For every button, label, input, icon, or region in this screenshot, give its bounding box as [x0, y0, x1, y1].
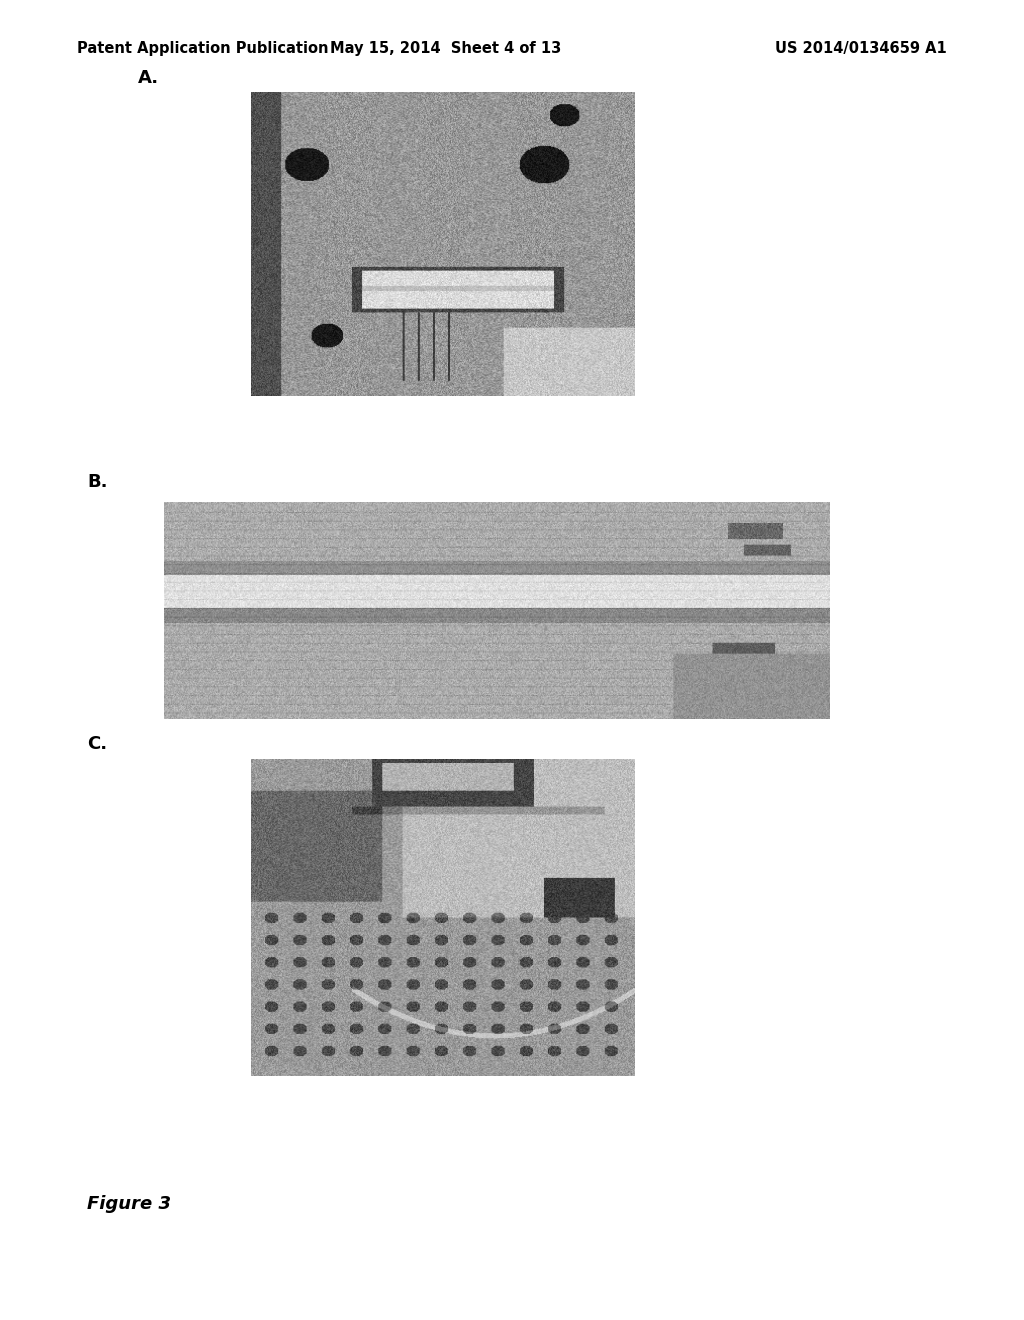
Text: May 15, 2014  Sheet 4 of 13: May 15, 2014 Sheet 4 of 13 — [330, 41, 561, 57]
Text: A.: A. — [138, 69, 160, 87]
Text: Patent Application Publication: Patent Application Publication — [77, 41, 329, 57]
Text: B.: B. — [87, 473, 108, 491]
Text: C.: C. — [87, 735, 108, 754]
Text: Figure 3: Figure 3 — [87, 1195, 171, 1213]
Text: US 2014/0134659 A1: US 2014/0134659 A1 — [775, 41, 947, 57]
